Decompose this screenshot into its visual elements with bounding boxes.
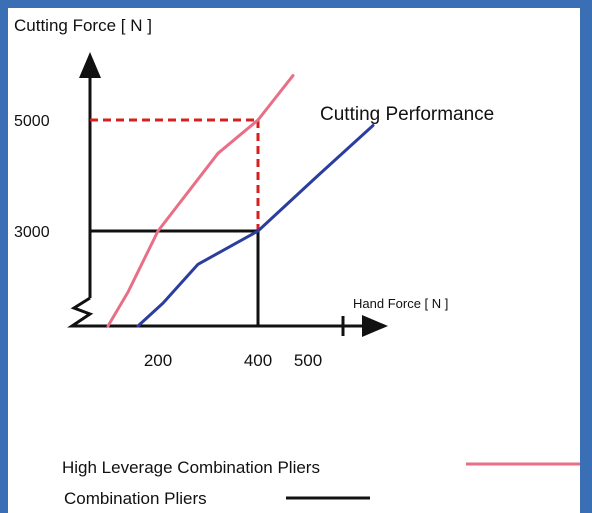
x-axis-arrow-icon <box>362 315 388 337</box>
legend: High Leverage Combination Pliers Combina… <box>62 458 580 508</box>
x-axis-label: Hand Force [ N ] <box>353 296 448 311</box>
legend-label-high-leverage: High Leverage Combination Pliers <box>62 458 320 477</box>
y-axis-break-icon <box>67 296 94 328</box>
series-line-1 <box>136 124 375 328</box>
chart-title: Cutting Performance <box>320 104 494 125</box>
y-tick-label-1: 3000 <box>14 224 50 241</box>
series-group <box>106 74 375 328</box>
series-line-0 <box>106 74 295 328</box>
axes <box>67 52 388 337</box>
y-axis-arrow-icon <box>79 52 101 78</box>
cutting-performance-chart: Cutting Force [ N ] Hand Force [ N ] Cut… <box>14 16 580 508</box>
x-tick-label-0: 200 <box>144 351 172 370</box>
y-axis-label: Cutting Force [ N ] <box>14 16 152 35</box>
x-tick-label-2: 500 <box>294 351 322 370</box>
legend-label-combination: Combination Pliers <box>64 489 207 508</box>
x-tick-label-1: 400 <box>244 351 272 370</box>
reference-lines <box>90 118 260 326</box>
y-tick-label-0: 5000 <box>14 113 50 130</box>
tick-labels: 5000 3000 200 400 500 <box>14 113 345 370</box>
chart-frame: Cutting Force [ N ] Hand Force [ N ] Cut… <box>8 8 580 513</box>
